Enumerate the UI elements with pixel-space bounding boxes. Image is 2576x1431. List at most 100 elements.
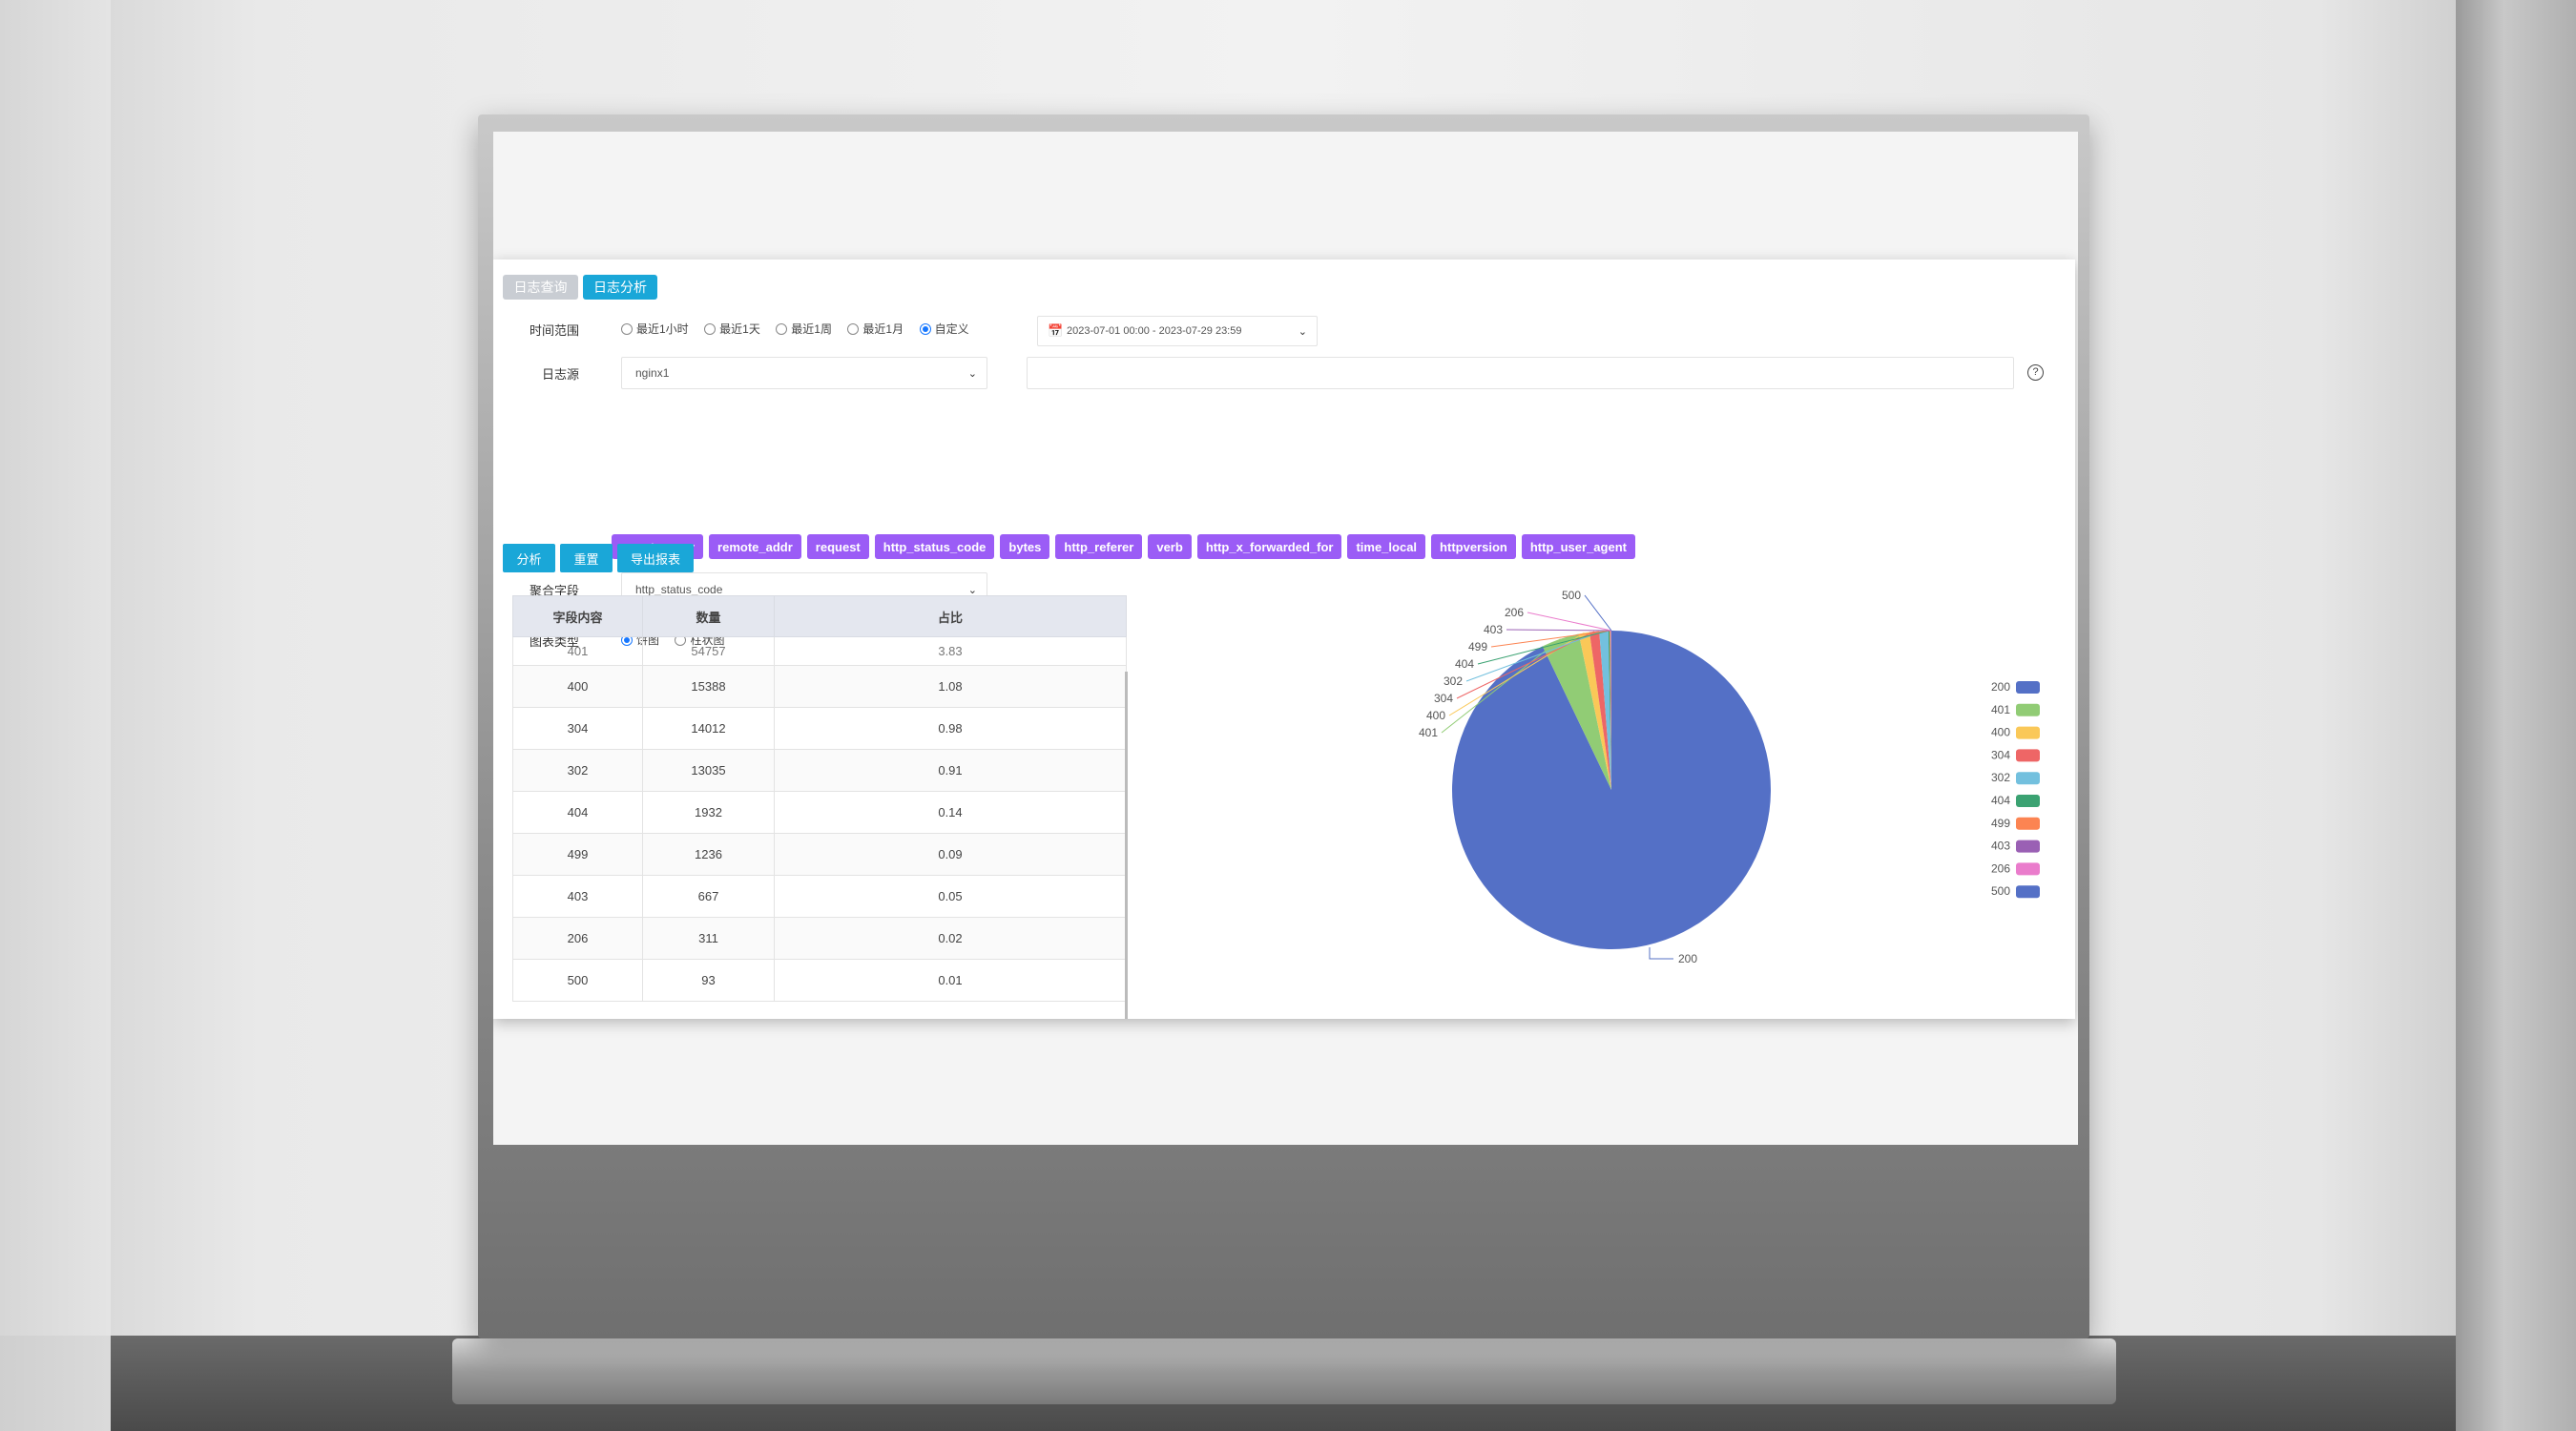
table-row: 400 15388 1.08: [512, 665, 1127, 708]
table-row: 404 1932 0.14: [512, 791, 1127, 834]
radio-1d[interactable]: 最近1天: [704, 321, 760, 337]
pie-label-404: 404: [1455, 657, 1474, 671]
cell-count: 1236: [642, 833, 775, 876]
legend-label: 404: [1991, 794, 2010, 807]
table-row: 401 54757 3.83: [512, 636, 1127, 666]
wall: [0, 0, 111, 1336]
pie-slice-404[interactable]: [1608, 631, 1611, 790]
legend-swatch-400[interactable]: [2016, 726, 2040, 739]
cell-ratio: 1.08: [774, 665, 1127, 708]
field-tag-verb[interactable]: verb: [1148, 534, 1192, 559]
legend-label: 499: [1991, 817, 2010, 830]
log-analysis-panel: 日志查询 日志分析 时间范围 最近1小时 最近1天 最近1周 最近1月 自定义 …: [493, 259, 2075, 1019]
table-scrollbar[interactable]: [1125, 672, 1128, 1019]
radio-1m[interactable]: 最近1月: [847, 321, 904, 337]
radio-custom[interactable]: 自定义: [919, 321, 969, 337]
cell-count: 13035: [642, 749, 775, 792]
reflection-bottom: [493, 1019, 2078, 1145]
cell-ratio: 0.98: [774, 707, 1127, 750]
legend-label: 206: [1991, 861, 2010, 875]
reset-button[interactable]: 重置: [560, 544, 613, 572]
field-tag-bytes[interactable]: bytes: [1000, 534, 1050, 559]
table-row: 403 667 0.05: [512, 875, 1127, 918]
legend-swatch-304[interactable]: [2016, 749, 2040, 762]
legend-swatch-200[interactable]: [2016, 681, 2040, 694]
cell-count: 14012: [642, 707, 775, 750]
calendar-icon: 📅: [1048, 323, 1064, 338]
table-row: 304 14012 0.98: [512, 707, 1127, 750]
pie-slice-304[interactable]: [1589, 631, 1611, 790]
cell-field: 500: [512, 959, 643, 1002]
pie-slice-200[interactable]: [1451, 631, 1771, 950]
col-count: 数量: [642, 595, 775, 637]
legend-label: 403: [1991, 840, 2010, 853]
chevron-down-icon: ⌄: [967, 584, 977, 596]
legend-swatch-206[interactable]: [2016, 862, 2040, 876]
tab-log-analysis[interactable]: 日志分析: [583, 275, 657, 300]
legend-swatch-404[interactable]: [2016, 795, 2040, 807]
legend-label: 400: [1991, 726, 2010, 739]
leader-line: [1441, 638, 1561, 734]
help-icon[interactable]: ?: [2027, 364, 2044, 381]
pie-label-500: 500: [1562, 589, 1581, 602]
leader-line: [1490, 630, 1610, 648]
radio-1h[interactable]: 最近1小时: [621, 321, 689, 337]
legend-label: 500: [1991, 884, 2010, 898]
cell-ratio: 0.09: [774, 833, 1127, 876]
table-row: 500 93 0.01: [512, 959, 1127, 1002]
query-input[interactable]: [1027, 357, 2014, 389]
field-tag-time_local[interactable]: time_local: [1347, 534, 1426, 559]
pie-slice-400[interactable]: [1578, 632, 1611, 790]
legend-swatch-500[interactable]: [2016, 885, 2040, 899]
chevron-down-icon: ⌄: [1298, 325, 1307, 338]
time-range-radios: 最近1小时 最近1天 最近1周 最近1月 自定义: [621, 321, 981, 340]
leader-line: [1527, 612, 1611, 632]
cell-ratio: 3.83: [774, 636, 1127, 666]
radio-1w[interactable]: 最近1周: [776, 321, 832, 337]
monitor-stand: [452, 1338, 2116, 1404]
legend-swatch-401[interactable]: [2016, 703, 2040, 716]
pie-slice-401[interactable]: [1542, 633, 1611, 790]
pie-slice-302[interactable]: [1599, 631, 1611, 790]
field-tag-request[interactable]: request: [806, 534, 869, 559]
screen: 日志查询 日志分析 时间范围 最近1小时 最近1天 最近1周 最近1月 自定义 …: [493, 132, 2078, 1145]
cell-field: 401: [512, 636, 643, 666]
field-tag-remote_addr[interactable]: remote_addr: [709, 534, 801, 559]
field-tag-httpversion[interactable]: httpversion: [1431, 534, 1516, 559]
field-tag-http_x_forwarded_for[interactable]: http_x_forwarded_for: [1196, 534, 1342, 559]
cell-count: 311: [642, 917, 775, 960]
export-report-button[interactable]: 导出报表: [617, 544, 694, 572]
tab-log-query[interactable]: 日志查询: [503, 275, 578, 300]
chevron-down-icon: ⌄: [967, 367, 977, 380]
legend-swatch-403[interactable]: [2016, 840, 2040, 853]
pie-slice-499[interactable]: [1610, 631, 1611, 790]
field-tag-http_user_agent[interactable]: http_user_agent: [1521, 534, 1635, 559]
leader-line: [1506, 629, 1611, 632]
pie-label-499: 499: [1468, 640, 1487, 653]
pie-label-403: 403: [1484, 623, 1503, 636]
wall-edge: [2456, 0, 2576, 1431]
legend-swatch-499[interactable]: [2016, 817, 2040, 830]
table-row: 302 13035 0.91: [512, 749, 1127, 792]
pie-chart: 2004014003043024044994032065002004014003…: [1419, 589, 2040, 965]
cell-field: 499: [512, 833, 643, 876]
legend-swatch-302[interactable]: [2016, 772, 2040, 785]
log-source-select[interactable]: nginx1 ⌄: [621, 357, 987, 389]
analyze-button[interactable]: 分析: [503, 544, 555, 572]
cell-field: 206: [512, 917, 643, 960]
field-tag-http_referer[interactable]: http_referer: [1055, 534, 1143, 559]
field-tag-http_status_code[interactable]: http_status_code: [874, 534, 995, 559]
leader-line: [1465, 630, 1605, 682]
pie-slice-403[interactable]: [1610, 631, 1611, 790]
table-row: 499 1236 0.09: [512, 833, 1127, 876]
cell-ratio: 0.02: [774, 917, 1127, 960]
agg-field-label: 聚合字段: [529, 584, 579, 598]
leader-line: [1649, 947, 1673, 960]
cell-ratio: 0.05: [774, 875, 1127, 918]
cell-count: 54757: [642, 636, 775, 666]
date-range-picker[interactable]: 📅 2023-07-01 00:00 - 2023-07-29 23:59 ⌄: [1037, 316, 1318, 346]
cell-field: 404: [512, 791, 643, 834]
cell-count: 667: [642, 875, 775, 918]
pie-label-200: 200: [1678, 952, 1697, 965]
legend-label: 401: [1991, 703, 2010, 716]
